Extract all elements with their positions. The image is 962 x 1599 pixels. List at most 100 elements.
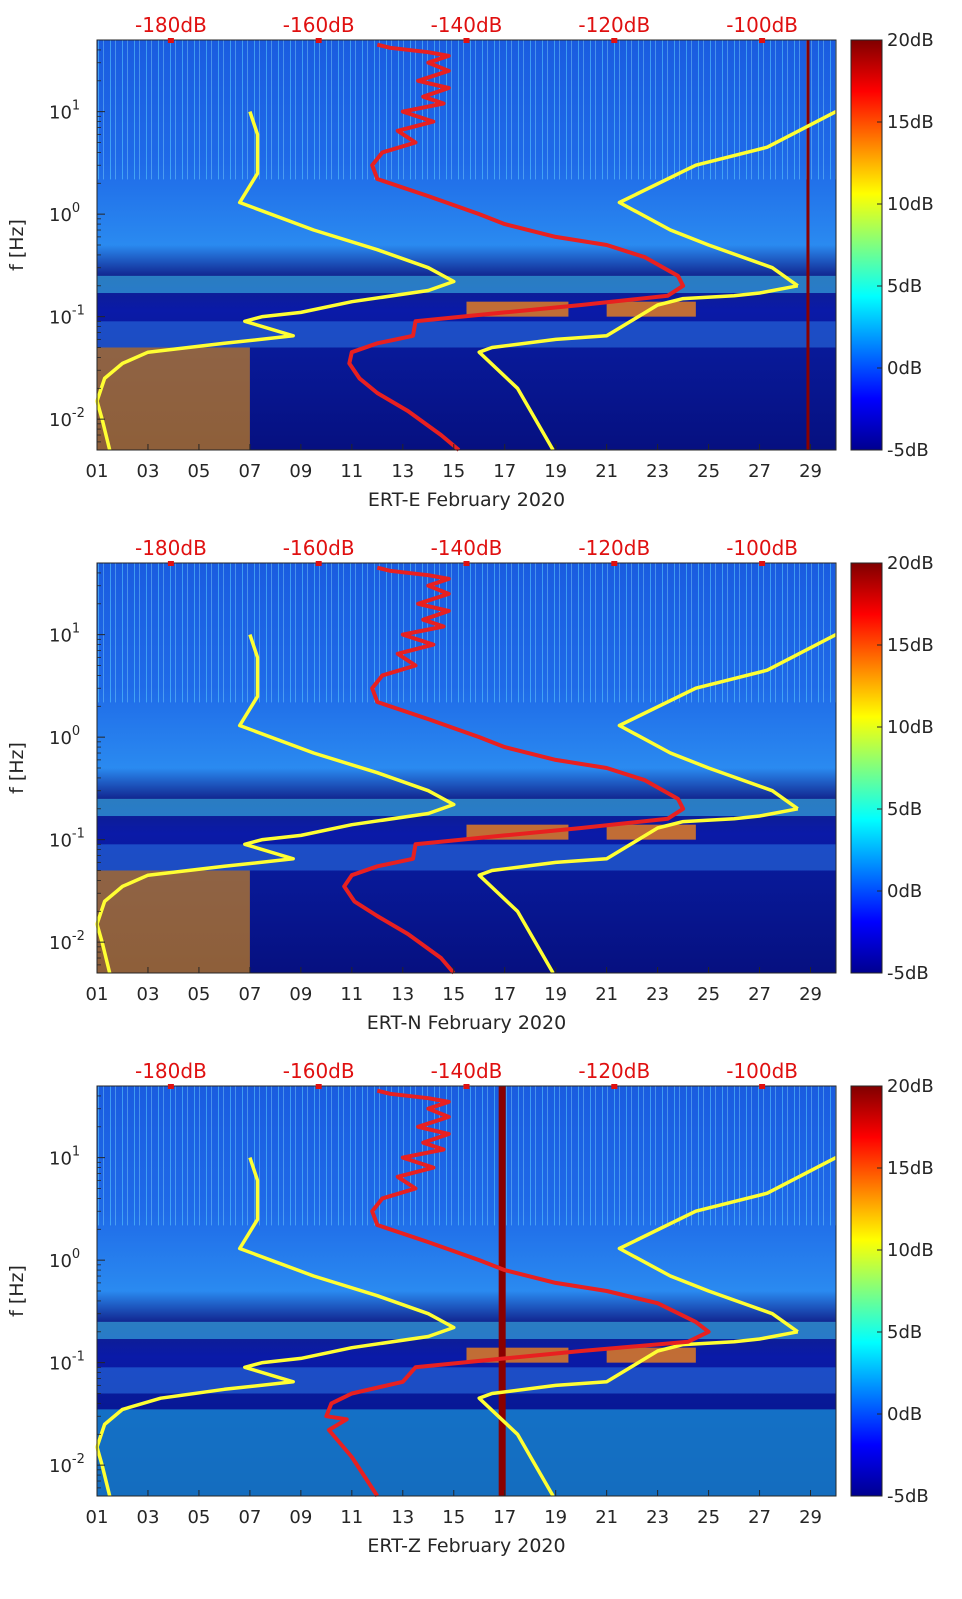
x-tick-label: 09 [289, 984, 312, 1005]
top-tick [611, 38, 618, 43]
x-tick-label: 05 [187, 461, 210, 482]
x-tick-label: 29 [799, 1507, 822, 1528]
yellow-curve-1 [95, 111, 456, 451]
x-tick-label: 15 [442, 984, 465, 1005]
colorbar-label: 5dB [887, 276, 922, 297]
colorbar-label: -5dB [887, 440, 929, 461]
x-tick-label: 25 [697, 1507, 720, 1528]
top-axis-label: -120dB [578, 1059, 650, 1083]
yellow-curve-3 [477, 1330, 799, 1497]
x-tick-label: 17 [493, 461, 516, 482]
top-tick [463, 1084, 470, 1089]
x-tick-label: 21 [595, 1507, 618, 1528]
top-axis-label: -160dB [283, 1059, 355, 1083]
x-tick-label: 09 [289, 461, 312, 482]
low-freq-noise [97, 1409, 836, 1496]
x-tick-label: 17 [493, 984, 516, 1005]
top-tick [315, 1084, 322, 1089]
x-tick-label: 11 [340, 461, 363, 482]
yellow-curve-2 [617, 1156, 837, 1334]
panel-2: 01 03 05 07 09 11 13 15 17 19 21 23 25 27 29 ERT-N Febr… [6, 536, 934, 1034]
top-axis-label: -140dB [431, 536, 503, 560]
yellow-curve-3 [477, 807, 799, 974]
x-tick-label: 23 [646, 984, 669, 1005]
x-tick-label: 01 [86, 1507, 109, 1528]
y-tick-label: 101 [49, 1145, 80, 1170]
x-tick-label: 09 [289, 1507, 312, 1528]
colorbar-label: 15dB [887, 635, 934, 656]
low-freq-noise [97, 870, 250, 973]
red-curve-4 [347, 42, 686, 452]
colorbar-label: 5dB [887, 799, 922, 820]
x-tick-label: 23 [646, 1507, 669, 1528]
x-tick-label: 07 [238, 984, 261, 1005]
y-tick-label: 10-1 [49, 827, 85, 852]
colorbar-label: 15dB [887, 1158, 934, 1179]
x-tick-label: 29 [799, 984, 822, 1005]
x-tick-label: 01 [86, 984, 109, 1005]
red-curve-4 [324, 1088, 711, 1498]
y-tick-label: 10-2 [49, 1452, 85, 1477]
low-band [97, 1367, 836, 1394]
y-tick-label: 10-1 [49, 304, 85, 329]
x-tick-label: 27 [748, 461, 771, 482]
top-axis-label: -180dB [135, 536, 207, 560]
x-tick-label: 13 [391, 984, 414, 1005]
y-axis-label: f [Hz] [6, 742, 28, 794]
top-tick [611, 561, 618, 566]
top-axis-label: -160dB [283, 536, 355, 560]
top-tick [167, 1084, 174, 1089]
x-tick-label: 27 [748, 1507, 771, 1528]
top-tick [759, 1084, 766, 1089]
x-tick-label: 13 [391, 1507, 414, 1528]
colorbar-label: -5dB [887, 1486, 929, 1507]
y-tick-label: 100 [49, 1247, 80, 1272]
top-tick [315, 38, 322, 43]
x-tick-label: 03 [137, 984, 160, 1005]
y-tick-label: 101 [49, 99, 80, 124]
y-tick-label: 100 [49, 201, 80, 226]
x-tick-label: 27 [748, 984, 771, 1005]
red-curve-4 [342, 565, 686, 975]
x-tick-label: 19 [544, 984, 567, 1005]
colorbar-label: 10dB [887, 194, 934, 215]
x-tick-label: 25 [697, 461, 720, 482]
top-tick [463, 561, 470, 566]
top-tick [759, 561, 766, 566]
x-axis-label: ERT-E February 2020 [368, 489, 565, 511]
top-tick [611, 1084, 618, 1089]
microseism-band [97, 275, 836, 294]
x-tick-label: 07 [238, 1507, 261, 1528]
colorbar-label: 10dB [887, 717, 934, 738]
x-tick-label: 03 [137, 461, 160, 482]
x-tick-label: 07 [238, 461, 261, 482]
top-tick [759, 38, 766, 43]
top-axis-label: -100dB [726, 536, 798, 560]
spectrogram-streaks [97, 563, 836, 703]
spectrogram-streaks [97, 1086, 836, 1226]
y-tick-label: 10-1 [49, 1350, 85, 1375]
spectrogram-streaks [97, 40, 836, 180]
y-tick-label: 10-2 [49, 406, 85, 431]
x-tick-label: 15 [442, 1507, 465, 1528]
x-tick-label: 11 [340, 984, 363, 1005]
colorbar-label: 20dB [887, 30, 934, 51]
microseism-band [97, 798, 836, 817]
x-tick-label: 29 [799, 461, 822, 482]
x-axis-label: ERT-Z February 2020 [367, 1535, 565, 1557]
top-tick [167, 38, 174, 43]
colorbar-label: 5dB [887, 1322, 922, 1343]
x-tick-label: 19 [544, 461, 567, 482]
x-tick-label: 11 [340, 1507, 363, 1528]
colorbar-label: 0dB [887, 1404, 922, 1425]
colorbar-label: 20dB [887, 1076, 934, 1097]
top-axis-label: -180dB [135, 13, 207, 37]
y-axis-label: f [Hz] [6, 219, 28, 271]
microseism-band [97, 1321, 836, 1340]
x-tick-label: 03 [137, 1507, 160, 1528]
x-tick-label: 21 [595, 984, 618, 1005]
colorbar-label: 15dB [887, 112, 934, 133]
y-axis-label: f [Hz] [6, 1265, 28, 1317]
colorbar-label: 10dB [887, 1240, 934, 1261]
colorbar [850, 1085, 883, 1497]
